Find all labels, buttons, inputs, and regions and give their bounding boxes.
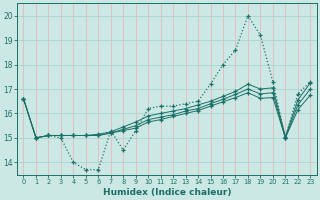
X-axis label: Humidex (Indice chaleur): Humidex (Indice chaleur)	[103, 188, 231, 197]
